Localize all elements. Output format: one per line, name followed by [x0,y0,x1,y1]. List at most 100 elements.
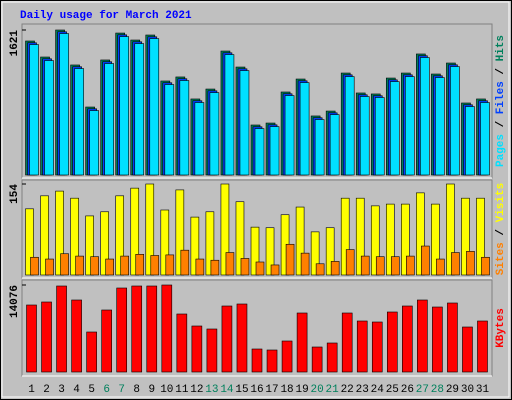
bar [250,226,260,276]
bar [406,255,415,276]
bar [86,331,97,373]
bar [266,349,278,373]
bar [451,252,460,276]
bar [270,264,280,276]
bar [175,189,185,276]
bar [134,43,145,176]
bar [161,284,173,373]
x-tick-label: 12 [190,384,203,396]
bar [55,190,64,276]
x-tick-label: 16 [250,384,263,396]
x-tick-label: 30 [461,384,474,396]
bar [40,195,49,276]
bar [120,255,130,276]
bar [30,256,39,276]
bar [265,227,275,276]
bar [436,258,445,276]
bar [180,249,190,276]
bar [45,258,54,276]
bar [195,258,205,276]
bar [341,312,353,373]
bar [59,33,69,176]
bar [481,256,490,276]
bar [101,309,112,373]
bar [75,255,84,276]
bar [251,348,263,373]
bar [70,197,79,276]
bar [149,38,160,176]
x-tick-label: 6 [103,384,110,396]
bar [85,215,94,276]
bar [296,312,308,373]
bar [465,106,475,176]
bar [462,326,473,373]
bar [385,203,395,276]
chart-title: Daily usage for March 2021 [20,10,192,22]
bar [41,301,52,373]
bar [417,299,428,373]
x-tick-label: 25 [386,384,399,396]
legend-separator: / [495,61,507,81]
bar [60,253,69,276]
bar [145,183,155,276]
bar [432,306,443,373]
x-tick-label: 24 [371,384,385,396]
x-tick-label: 3 [58,384,65,396]
bar [71,299,82,373]
bar [461,197,470,276]
x-tick-label: 28 [431,384,444,396]
bar [191,325,203,373]
bar [416,192,425,276]
x-tick-label: 21 [326,384,340,396]
bar [44,60,54,176]
bar [90,256,99,276]
bar [269,126,280,176]
bar [310,231,320,276]
bar [74,68,84,176]
legend-entry: Pages [495,134,507,167]
bar [239,70,250,176]
bar [389,81,400,176]
bar [315,263,325,276]
bar [386,311,398,373]
bar [446,183,455,276]
x-tick-label: 18 [280,384,293,396]
bar [421,245,430,276]
bar [450,66,460,176]
legend: Pages / Files / Hits [495,35,507,167]
bar [29,44,39,176]
bar [466,251,475,276]
x-tick-label: 14 [220,384,234,396]
bar [160,209,170,276]
legend-separator: / [495,114,507,134]
bar [209,92,220,176]
legend-entry: Hits [495,35,507,61]
x-tick-label: 13 [205,384,218,396]
bar [104,63,114,176]
bar [299,82,310,176]
bar [405,76,415,176]
x-tick-label: 10 [160,384,173,396]
bar [240,258,250,276]
x-tick-label: 11 [175,384,189,396]
bar [131,285,143,373]
bar [371,321,383,373]
bar [360,255,370,276]
bar [300,252,310,276]
bar [477,320,488,373]
bar [344,76,355,176]
bar [340,197,350,276]
x-tick-label: 29 [446,384,459,396]
bar [435,77,445,176]
x-tick-label: 23 [356,384,369,396]
bar [165,254,175,276]
x-tick-label: 1 [28,384,35,396]
bar [326,342,338,373]
bar [359,96,370,176]
bar [375,256,385,276]
bar [402,305,413,373]
x-tick-label: 17 [265,384,278,396]
bar [164,84,175,176]
